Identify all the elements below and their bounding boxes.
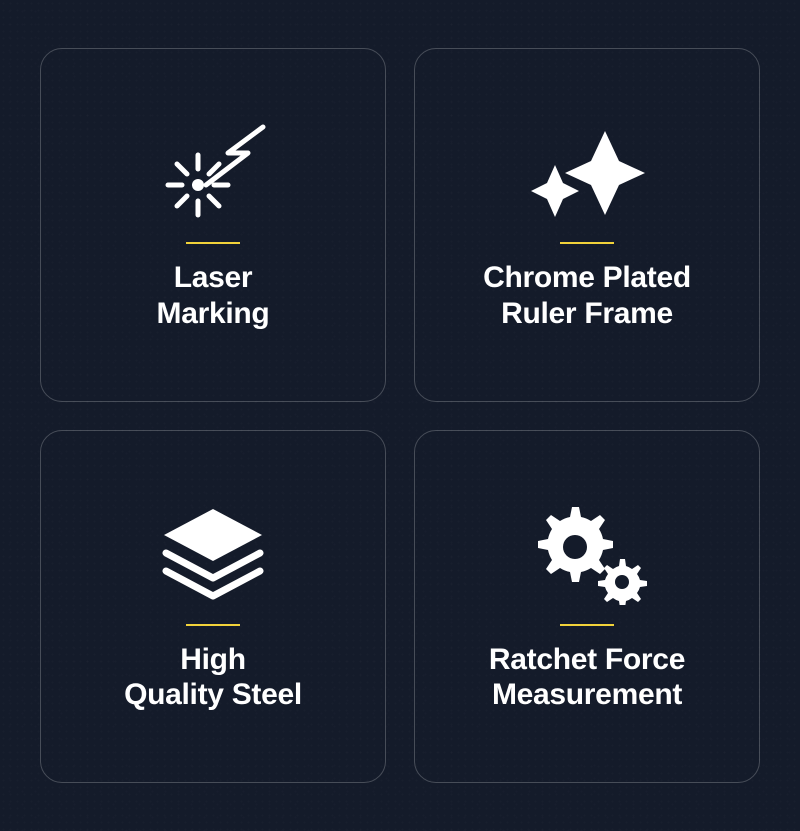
label-line2: Ruler Frame: [501, 297, 673, 330]
label-line2: Marking: [157, 297, 270, 330]
feature-card-ratchet: Ratchet Force Measurement: [414, 430, 760, 784]
layers-icon: [153, 500, 273, 610]
feature-card-chrome: Chrome Plated Ruler Frame: [414, 48, 760, 402]
label-line1: High: [180, 643, 245, 676]
feature-label: Chrome Plated Ruler Frame: [483, 260, 691, 331]
feature-label: Laser Marking: [157, 260, 270, 331]
label-line2: Quality Steel: [124, 678, 302, 711]
label-line1: Ratchet Force: [489, 643, 685, 676]
laser-icon: [153, 118, 273, 228]
label-line1: Chrome Plated: [483, 261, 691, 294]
card-divider: [560, 624, 614, 626]
card-divider: [186, 242, 240, 244]
card-divider: [560, 242, 614, 244]
label-line2: Measurement: [492, 678, 682, 711]
card-divider: [186, 624, 240, 626]
feature-card-laser: Laser Marking: [40, 48, 386, 402]
sparkle-icon: [527, 118, 647, 228]
feature-label: Ratchet Force Measurement: [489, 642, 685, 713]
feature-grid: Laser Marking Chrome Plated Ruler Frame: [40, 48, 760, 783]
gears-icon: [527, 500, 647, 610]
label-line1: Laser: [174, 261, 253, 294]
feature-card-steel: High Quality Steel: [40, 430, 386, 784]
feature-label: High Quality Steel: [124, 642, 302, 713]
